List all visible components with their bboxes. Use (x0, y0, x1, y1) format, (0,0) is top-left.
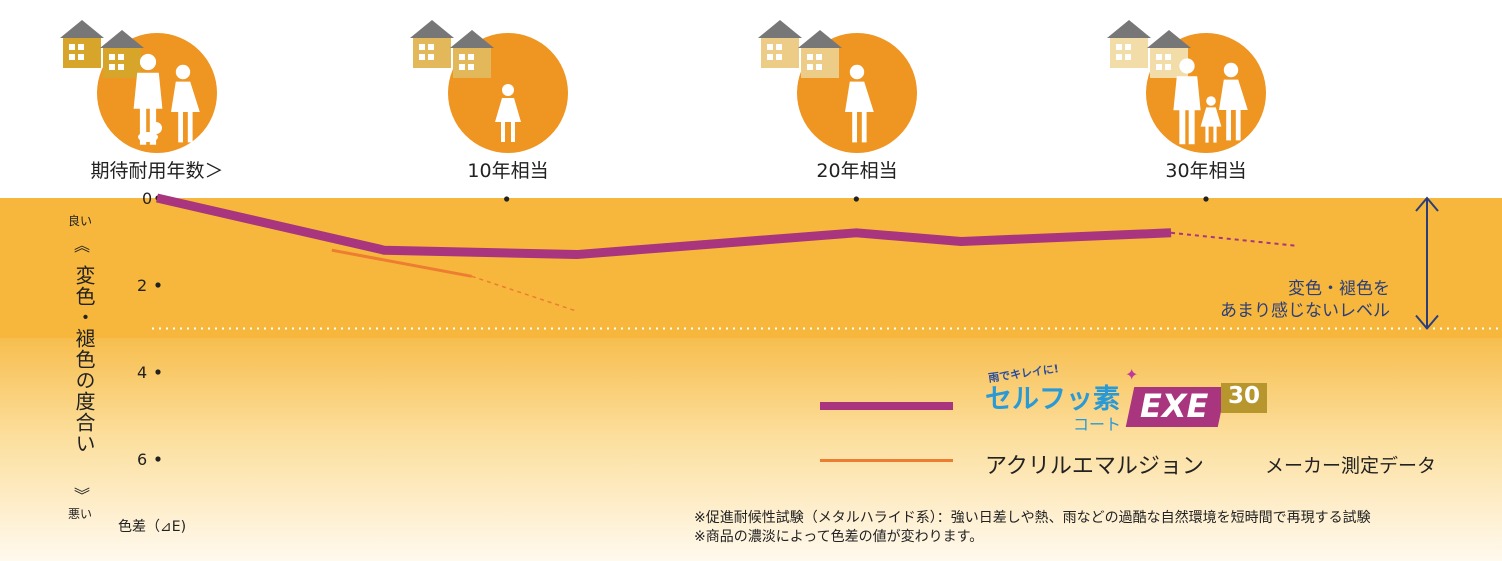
y-tick-label: 2 (137, 276, 147, 295)
x-tick-dot (853, 196, 859, 202)
y-tick-dot (155, 456, 161, 462)
x-tick-dot (504, 196, 510, 202)
product-badge-num: 30 (1228, 383, 1261, 409)
legend-swatch-acrylic (820, 459, 953, 462)
footnote-1: ※促進耐候性試験（メタルハライド系）：強い日差しや熱、雨などの過酷な自然環境を短… (694, 510, 1371, 526)
annotation-line1: 変色・褪色を (1288, 279, 1390, 299)
y-axis-title: 変色・褪色の度合い (72, 265, 96, 454)
y-tick-dot (155, 369, 161, 375)
y-axis-bad-label: 悪い (68, 507, 93, 521)
y-tick-label: 0 (142, 189, 152, 208)
data-source-label: メーカー測定データ (1265, 455, 1437, 477)
y-tick-label: 6 (137, 450, 147, 469)
y-axis-good-label: 良い (68, 214, 93, 228)
era-label-30: 30年相当 (1165, 160, 1247, 182)
acrylic-series-projection (471, 275, 577, 312)
range-arrow-head-top (1415, 196, 1439, 212)
selfu-series-projection (1170, 231, 1298, 247)
annotation-line2: あまり感じないレベル (1220, 301, 1390, 321)
era-label-0: 期待耐用年数＞ (90, 160, 224, 182)
range-arrow-head-bottom (1415, 314, 1439, 331)
era-label-10: 10年相当 (467, 160, 549, 182)
y-axis-unit: 色差（⊿E) (118, 519, 187, 535)
era-label-20: 20年相当 (816, 160, 898, 182)
acrylic-series-line (331, 248, 472, 278)
product-name: セルフッ素 (985, 384, 1120, 415)
y-tick-dot (155, 282, 161, 288)
selfu-series-line (155, 193, 1172, 260)
legend-swatch-selfu (820, 402, 953, 410)
family-icon (133, 53, 200, 145)
sparkle-icon: ✦ (1125, 365, 1139, 384)
product-sub: コート (1073, 415, 1122, 434)
x-tick-dot (1203, 196, 1209, 202)
product-badge: EXE (1140, 387, 1209, 425)
y-tick-label: 4 (137, 363, 147, 382)
selfu-logo: 雨でキレイに! セルフッ素 コート ✦ EXE 30 (985, 362, 1270, 435)
footnote-2: ※商品の濃淡によって色差の値が変わります。 (694, 529, 984, 545)
y-axis-up-chevron-icon: ︽ (74, 236, 91, 255)
badge-num-bg (1221, 383, 1267, 413)
legend-label-acrylic: アクリルエマルジョン (985, 454, 1204, 479)
chart-background (0, 338, 1502, 561)
y-axis-down-chevron-icon: ︾ (74, 486, 91, 505)
